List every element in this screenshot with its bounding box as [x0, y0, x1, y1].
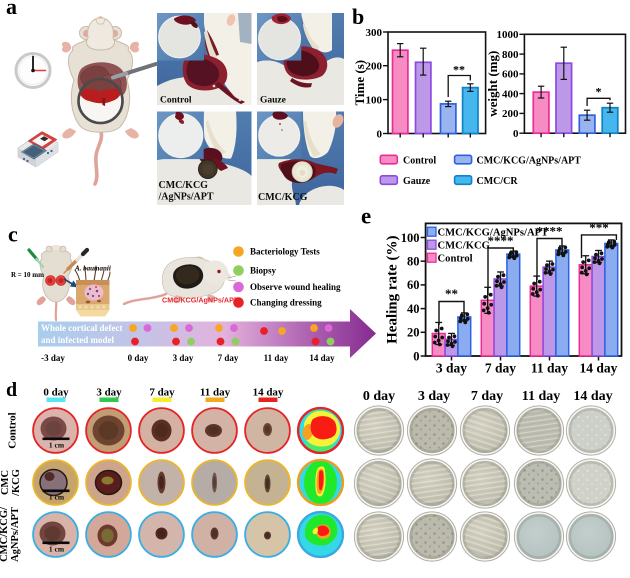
- svg-text:***: ***: [589, 220, 609, 235]
- svg-text:Gauze: Gauze: [260, 96, 286, 106]
- svg-text:7 day: 7 day: [471, 389, 503, 404]
- svg-text:e: e: [361, 204, 371, 229]
- svg-text:40: 40: [407, 302, 420, 316]
- svg-text:*: *: [596, 85, 602, 99]
- svg-text:3 day: 3 day: [418, 389, 450, 404]
- svg-text:R = 10 mm: R = 10 mm: [11, 271, 44, 279]
- svg-text:0: 0: [513, 128, 519, 140]
- svg-text:0 day: 0 day: [363, 389, 395, 404]
- svg-text:d: d: [6, 379, 17, 401]
- svg-text:0 day: 0 day: [43, 387, 69, 399]
- svg-text:14 day: 14 day: [580, 361, 618, 376]
- svg-text:weight (mg): weight (mg): [485, 51, 500, 117]
- svg-text:CMC/CR: CMC/CR: [477, 176, 519, 187]
- svg-text:7 day: 7 day: [485, 361, 516, 376]
- svg-text:Healing rate (%): Healing rate (%): [385, 236, 401, 344]
- svg-text:-3 day: -3 day: [41, 353, 65, 363]
- svg-text:CMC/KCG: CMC/KCG: [159, 180, 209, 191]
- svg-text:****: ****: [488, 233, 514, 248]
- svg-text:400: 400: [502, 88, 519, 100]
- svg-text:CMC/KCG/: CMC/KCG/: [0, 506, 10, 562]
- svg-text:0 day: 0 day: [128, 353, 149, 363]
- svg-text:Gauze: Gauze: [403, 176, 431, 187]
- svg-text:Control: Control: [403, 155, 436, 166]
- svg-text:100: 100: [366, 94, 383, 106]
- svg-text:11 day: 11 day: [531, 361, 568, 376]
- svg-text:7 day: 7 day: [218, 353, 239, 363]
- svg-text:**: **: [453, 63, 465, 77]
- svg-text:3 day: 3 day: [436, 361, 467, 376]
- svg-text:600: 600: [502, 69, 519, 81]
- svg-text:1 cm: 1 cm: [49, 441, 65, 450]
- svg-text:CMC/KCG: CMC/KCG: [258, 192, 308, 203]
- svg-text:200: 200: [502, 108, 519, 120]
- svg-text:Control: Control: [7, 412, 19, 448]
- svg-text:11 day: 11 day: [200, 387, 231, 399]
- svg-text:7 day: 7 day: [149, 387, 175, 399]
- svg-text:Control: Control: [160, 96, 192, 106]
- svg-text:0: 0: [413, 349, 419, 363]
- svg-text:1 cm: 1 cm: [49, 493, 65, 502]
- svg-text:1 cm: 1 cm: [49, 545, 65, 554]
- svg-text:and infected model: and infected model: [41, 335, 114, 345]
- svg-text:14 day: 14 day: [253, 387, 284, 399]
- svg-text:3 day: 3 day: [173, 353, 194, 363]
- svg-text:CMC/KCG/AgNPs/APT: CMC/KCG/AgNPs/APT: [477, 155, 582, 166]
- svg-text:a: a: [6, 0, 17, 19]
- svg-text:11 day: 11 day: [264, 353, 289, 363]
- svg-text:****: ****: [537, 224, 563, 239]
- svg-text:c: c: [8, 222, 18, 247]
- svg-text:Biopsy: Biopsy: [250, 266, 277, 276]
- svg-text:60: 60: [407, 278, 420, 292]
- svg-text:CMC/KCG: CMC/KCG: [438, 241, 490, 252]
- svg-text:1000: 1000: [497, 29, 520, 41]
- svg-text:CMC: CMC: [0, 470, 11, 495]
- svg-text:14 day: 14 day: [573, 389, 612, 404]
- svg-text:0: 0: [377, 128, 383, 140]
- svg-text:A. baumanii: A. baumanii: [74, 265, 111, 273]
- svg-text:Observe wound healing: Observe wound healing: [250, 282, 341, 292]
- svg-text:**: **: [445, 286, 458, 301]
- svg-text:Bacteriology Tests: Bacteriology Tests: [250, 247, 320, 257]
- svg-text:Time (s): Time (s): [352, 60, 367, 106]
- svg-text:CMC/KCG/AgNPs/APT: CMC/KCG/AgNPs/APT: [162, 296, 239, 305]
- svg-text:20: 20: [407, 326, 420, 340]
- svg-text:CMC/KCG/AgNPs/APT: CMC/KCG/AgNPs/APT: [438, 228, 549, 239]
- svg-text:3 day: 3 day: [96, 387, 122, 399]
- svg-text:AgNPs/APT: AgNPs/APT: [10, 507, 21, 562]
- svg-text:200: 200: [366, 61, 383, 73]
- svg-text:100: 100: [401, 231, 420, 245]
- svg-text:11 day: 11 day: [522, 389, 561, 404]
- svg-text:14 day: 14 day: [309, 353, 335, 363]
- svg-text:Whole cortical defect: Whole cortical defect: [41, 323, 122, 333]
- svg-text:Control: Control: [438, 254, 473, 265]
- svg-text:800: 800: [502, 49, 519, 61]
- svg-text:300: 300: [366, 27, 383, 39]
- svg-text:80: 80: [407, 255, 420, 269]
- svg-text:/AgNPs/APT: /AgNPs/APT: [158, 192, 214, 203]
- svg-text:Changing dressing: Changing dressing: [250, 298, 322, 308]
- svg-text:/KCG: /KCG: [11, 469, 22, 497]
- svg-text:b: b: [352, 4, 364, 29]
